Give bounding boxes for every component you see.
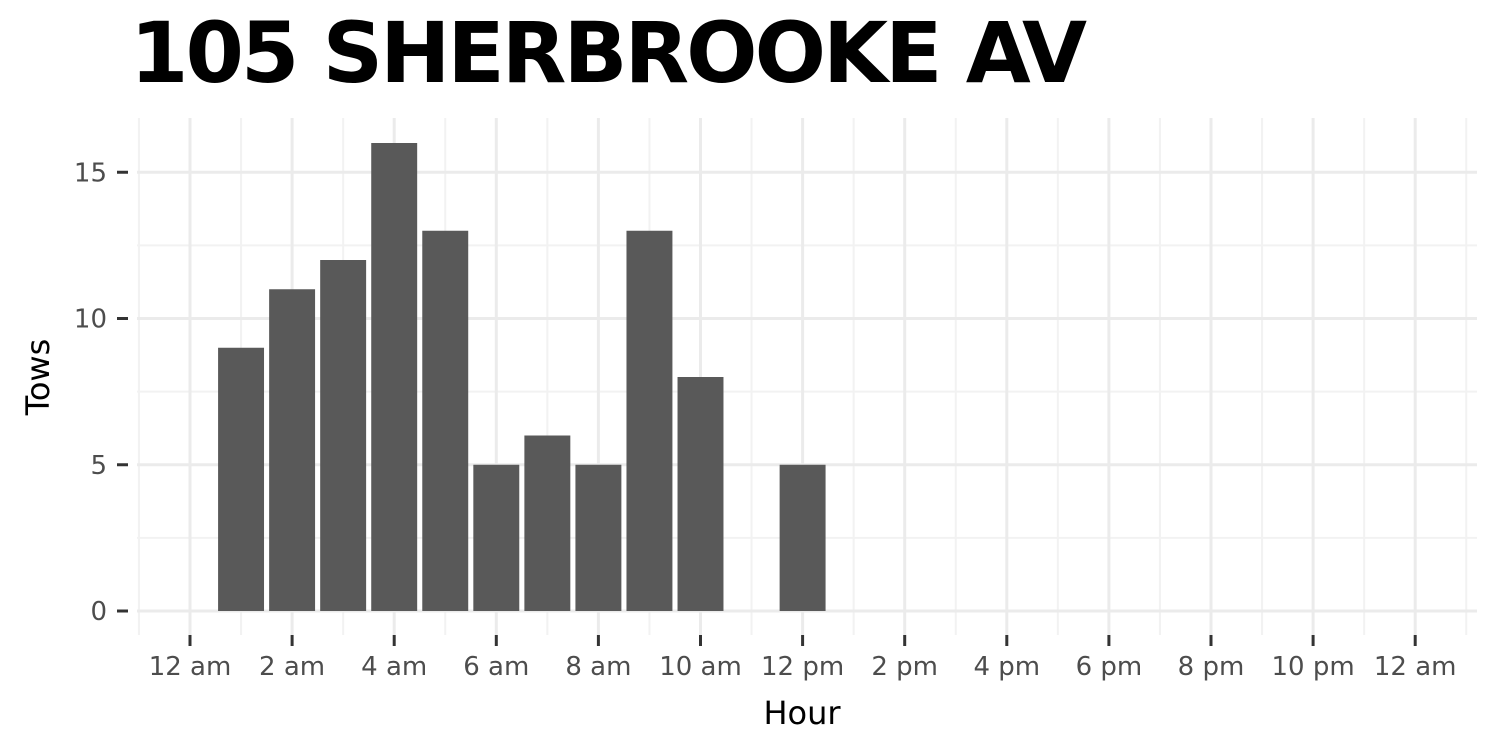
bar-hour-5 bbox=[422, 230, 469, 611]
x-tick-label: 12 am bbox=[1374, 652, 1457, 682]
bar-hour-9 bbox=[626, 230, 673, 611]
x-tick-label: 4 am bbox=[361, 652, 427, 682]
y-axis-title: Tows bbox=[19, 339, 57, 417]
bar-hour-12 bbox=[779, 464, 826, 611]
x-tick-label: 12 am bbox=[149, 652, 232, 682]
bar-hour-2 bbox=[269, 289, 316, 611]
axes: 0 5 10 15 12 am 2 am 4 am 6 am 8 am 10 am 12 pm 2 p… bbox=[74, 158, 1457, 682]
y-tick-label: 0 bbox=[90, 597, 107, 627]
x-axis-title: Hour bbox=[763, 694, 841, 732]
y-tick-label: 15 bbox=[74, 158, 107, 188]
y-tick-label: 10 bbox=[74, 305, 107, 335]
bar-hour-7 bbox=[524, 435, 571, 611]
bars bbox=[218, 143, 826, 611]
x-tick-label: 12 pm bbox=[761, 652, 844, 682]
x-tick-label: 8 pm bbox=[1178, 652, 1245, 682]
bar-hour-1 bbox=[218, 347, 265, 611]
x-tick-label: 2 am bbox=[259, 652, 325, 682]
y-tick-label: 5 bbox=[90, 451, 107, 481]
bar-hour-3 bbox=[320, 260, 367, 611]
x-tick-label: 10 am bbox=[659, 652, 742, 682]
x-tick-label: 6 pm bbox=[1076, 652, 1143, 682]
x-tick-label: 4 pm bbox=[973, 652, 1040, 682]
bar-hour-6 bbox=[473, 464, 520, 611]
bar-hour-10 bbox=[677, 377, 724, 611]
x-tick-label: 10 pm bbox=[1272, 652, 1355, 682]
bar-hour-8 bbox=[575, 464, 622, 611]
chart-title: 105 SHERBROOKE AV bbox=[130, 4, 1087, 102]
x-tick-label: 2 pm bbox=[871, 652, 938, 682]
x-tick-label: 6 am bbox=[463, 652, 529, 682]
x-tick-label: 8 am bbox=[565, 652, 631, 682]
bar-hour-4 bbox=[371, 143, 418, 611]
